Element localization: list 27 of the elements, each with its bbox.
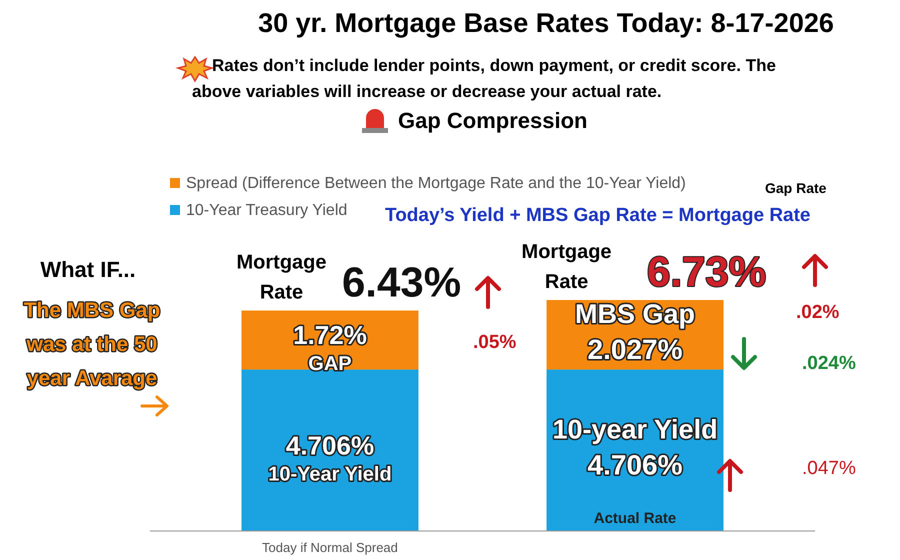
annotation: The MBS Gap was at the 50 year Avarage (24, 299, 160, 390)
legend-label: 10-Year Treasury Yield (186, 202, 348, 219)
annotation: .02% (796, 302, 840, 323)
data-label: 4.706% (286, 430, 374, 460)
text: Today’s Yield + MBS Gap Rate = Mortgage Rate (385, 205, 810, 226)
data-label: 1.72% (293, 320, 367, 350)
data-label: 4.706% (588, 449, 683, 480)
annotation: Actual Rate (594, 510, 676, 527)
annotation: .024% (802, 353, 856, 374)
text: Gap Rate (765, 180, 827, 196)
annotation: GAP (308, 353, 352, 376)
text: Mortgage Rate (522, 241, 612, 293)
annotation: .05% (473, 332, 516, 353)
x-tick-label: Today if Normal Spread (262, 540, 398, 555)
text: What IF... (40, 257, 136, 282)
annotation: 10-Year Yield (268, 463, 392, 486)
annotation: .047% (802, 458, 856, 479)
total-label: 6.43% (342, 258, 462, 306)
total-label: 6.73% (647, 248, 766, 295)
data-label: 2.027% (588, 334, 683, 365)
chart-title: 30 yr. Mortgage Base Rates Today: 8-17-2026 (258, 8, 834, 38)
text: Gap Compression (398, 108, 588, 133)
legend-label: Spread (Difference Between the Mortgage Rate and the 10-Year Yield) (186, 175, 686, 192)
annotation: 10-year Yield (552, 414, 718, 444)
chart-subtitle: Rates don’t include lender points, down payment, or credit score. The above variables will increase or decrease your actual rate. (192, 56, 776, 101)
annotation: Mortgage Rate (236, 252, 327, 304)
annotation: MBS Gap (575, 298, 696, 329)
